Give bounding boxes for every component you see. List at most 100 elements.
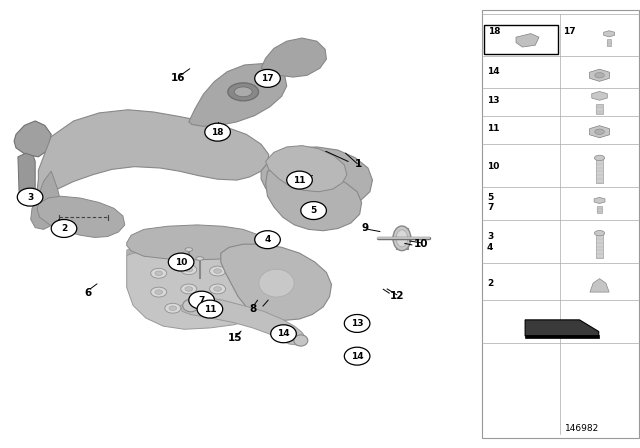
Ellipse shape [223,303,238,313]
Circle shape [271,325,296,343]
Ellipse shape [214,269,221,273]
Text: 5
7: 5 7 [487,193,493,212]
Text: 17: 17 [261,74,274,83]
Ellipse shape [180,265,197,275]
Text: 16: 16 [171,73,185,83]
Circle shape [197,300,223,318]
Text: 14: 14 [487,67,500,76]
Polygon shape [266,146,347,192]
Text: 4: 4 [264,235,271,244]
Text: 10: 10 [414,239,428,249]
Text: 17: 17 [564,27,576,36]
Ellipse shape [393,226,411,250]
Text: 14: 14 [351,352,364,361]
Ellipse shape [198,305,205,309]
Ellipse shape [210,266,226,276]
Text: 8: 8 [249,304,257,314]
Bar [484,25,558,54]
Ellipse shape [185,287,193,291]
Text: 7: 7 [198,296,205,305]
Ellipse shape [210,284,226,294]
Bar [596,158,603,182]
Polygon shape [14,121,51,157]
Polygon shape [525,320,599,336]
Text: 3: 3 [27,193,33,202]
Ellipse shape [595,155,605,160]
Polygon shape [516,34,539,47]
Polygon shape [189,64,287,126]
Text: 3
4: 3 4 [487,232,493,252]
Text: 9: 9 [361,224,369,233]
Bar [482,10,639,438]
Text: 11: 11 [204,305,216,314]
Polygon shape [180,297,306,345]
Polygon shape [261,38,326,77]
Circle shape [301,202,326,220]
Text: 10: 10 [175,258,188,267]
Text: 11: 11 [487,124,500,133]
Circle shape [287,171,312,189]
Circle shape [255,231,280,249]
Circle shape [168,253,194,271]
Polygon shape [221,244,332,320]
Ellipse shape [227,306,234,310]
Ellipse shape [151,268,166,278]
Circle shape [205,123,230,141]
Polygon shape [589,69,609,82]
Ellipse shape [185,267,193,272]
Ellipse shape [243,290,250,294]
Circle shape [255,69,280,87]
Text: 15: 15 [228,333,243,343]
Ellipse shape [595,129,604,134]
Ellipse shape [396,230,408,247]
Text: 18: 18 [211,128,224,137]
Ellipse shape [151,287,166,297]
Ellipse shape [155,290,163,294]
Text: 14: 14 [277,329,290,338]
Circle shape [189,291,214,309]
Polygon shape [590,279,609,292]
Polygon shape [37,110,269,202]
Ellipse shape [595,73,604,78]
Bar [596,233,603,258]
Polygon shape [37,196,125,237]
Ellipse shape [155,271,163,276]
Text: 13: 13 [351,319,364,328]
Circle shape [344,314,370,332]
Text: 6: 6 [84,289,92,298]
Polygon shape [604,31,614,37]
Ellipse shape [185,248,193,251]
Ellipse shape [238,271,255,280]
Ellipse shape [165,303,181,313]
Text: 13: 13 [487,96,500,105]
Bar [607,39,611,46]
Text: 10: 10 [487,162,499,171]
Ellipse shape [180,284,197,294]
Polygon shape [127,247,278,329]
Polygon shape [127,243,276,274]
Ellipse shape [169,306,177,310]
Polygon shape [589,125,609,138]
Ellipse shape [193,302,210,312]
Circle shape [51,220,77,237]
Text: 1: 1 [355,159,362,168]
Polygon shape [18,153,35,202]
Polygon shape [31,171,61,229]
Bar [396,228,408,249]
Text: 18: 18 [488,27,501,36]
Polygon shape [592,91,607,100]
Text: 146982: 146982 [565,424,600,433]
Ellipse shape [259,269,294,297]
Ellipse shape [294,335,308,346]
Ellipse shape [214,287,221,291]
Text: 12: 12 [390,291,404,301]
Ellipse shape [183,299,198,312]
Polygon shape [127,225,266,260]
Bar [525,335,598,338]
Ellipse shape [234,87,252,97]
Text: 11: 11 [293,176,306,185]
Ellipse shape [238,287,255,297]
Polygon shape [266,169,362,231]
Ellipse shape [595,230,605,236]
Bar [596,104,603,114]
